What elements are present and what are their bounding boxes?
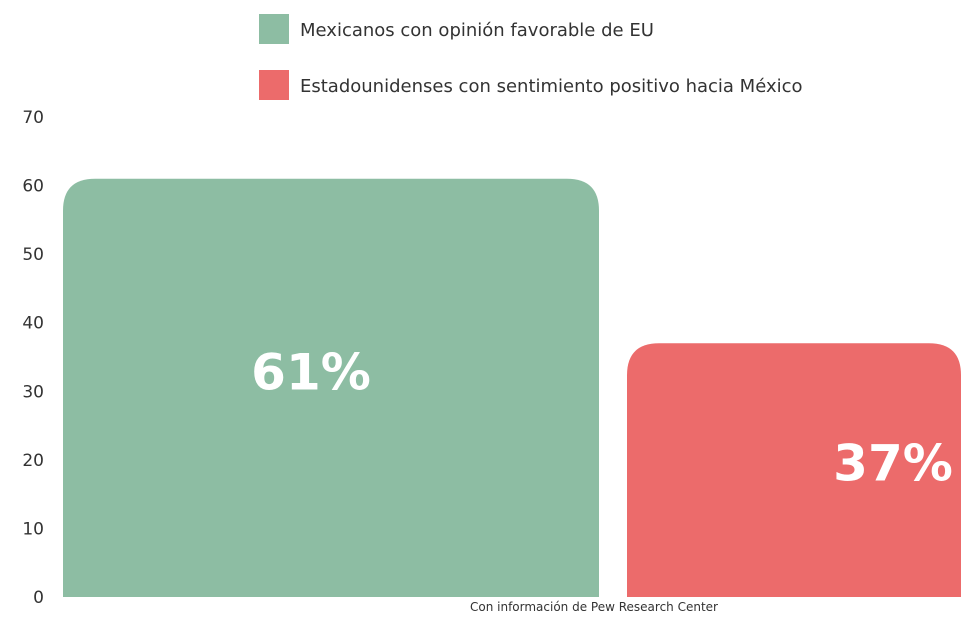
y-tick-label-40: 40 xyxy=(22,314,44,334)
bar-mexicanos xyxy=(63,178,599,597)
bar-data-label-estadounidenses: 37% xyxy=(833,434,953,492)
bars xyxy=(63,178,961,597)
legend: Mexicanos con opinión favorable de EU Es… xyxy=(259,14,803,100)
y-tick-label-30: 30 xyxy=(22,382,44,402)
legend-label-estadounidenses: Estadounidenses con sentimiento positivo… xyxy=(300,76,803,97)
legend-swatch-estadounidenses xyxy=(259,70,289,100)
y-tick-label-60: 60 xyxy=(22,177,44,197)
y-tick-label-0: 0 xyxy=(33,588,44,608)
source-note: Con información de Pew Research Center xyxy=(470,600,718,614)
y-tick-label-50: 50 xyxy=(22,245,44,265)
bar-data-label-mexicanos: 61% xyxy=(251,344,371,402)
y-axis: 0 10 20 30 40 50 60 70 xyxy=(22,108,44,608)
y-tick-label-10: 10 xyxy=(22,519,44,539)
legend-swatch-mexicanos xyxy=(259,14,289,44)
y-tick-label-20: 20 xyxy=(22,451,44,471)
bar-labels: 61% 37% xyxy=(251,344,953,493)
y-tick-label-70: 70 xyxy=(22,108,44,128)
legend-label-mexicanos: Mexicanos con opinión favorable de EU xyxy=(300,20,654,41)
bar-estadounidenses xyxy=(627,343,961,597)
